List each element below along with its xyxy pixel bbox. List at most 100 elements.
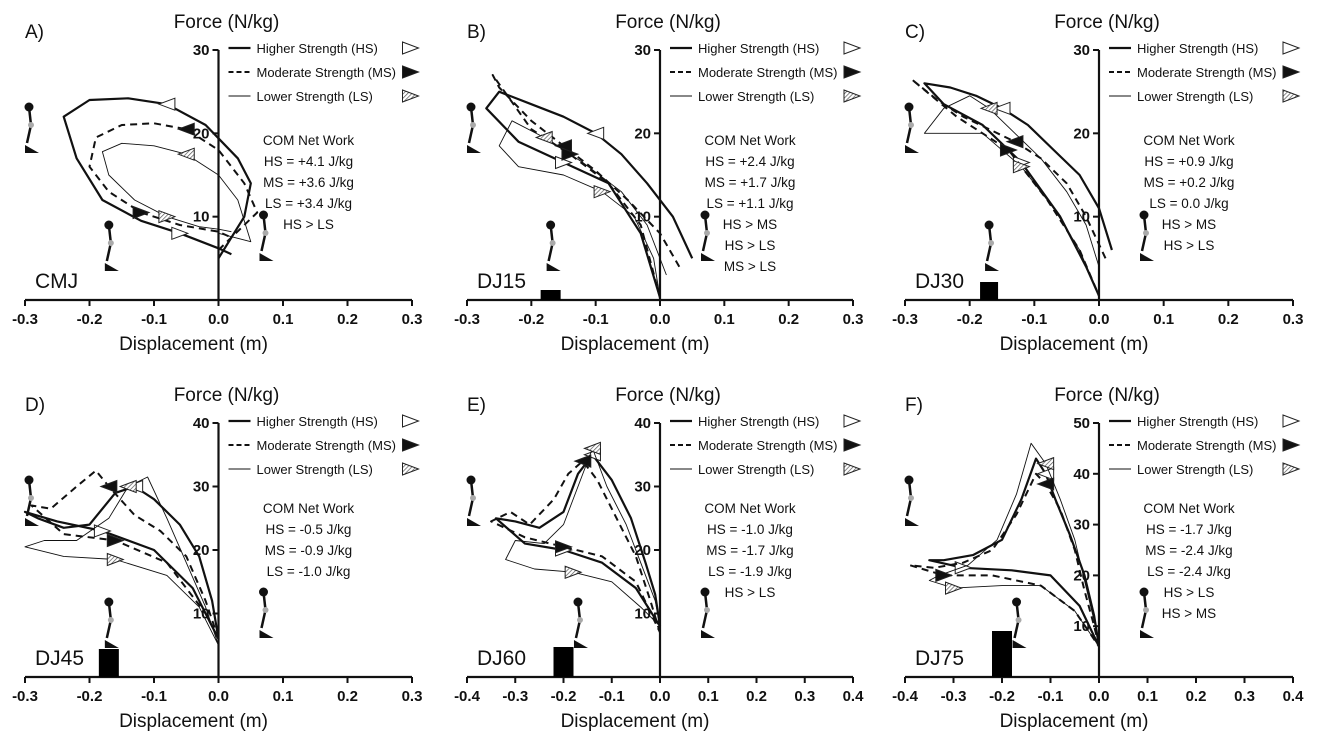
series-marker-ls — [979, 101, 998, 116]
y-tick-label: 20 — [193, 125, 210, 142]
work-line: LS = -2.4 J/kg — [1147, 564, 1231, 579]
legend-marker — [843, 41, 862, 55]
x-tick-label: -0.1 — [599, 688, 625, 705]
stick-figure-icon — [24, 475, 39, 526]
panel-b: -0.3 -0.2 -0.1 0.0 0.1 0.2 0.3 10 20 30 Force (N/k… — [454, 12, 863, 355]
series-marker-ls — [945, 581, 963, 595]
x-tick-label: -0.2 — [77, 688, 103, 705]
stick-figure-icon — [259, 210, 274, 261]
x-tick-label: 0.2 — [746, 688, 767, 705]
y-tick-label: 30 — [1073, 42, 1090, 59]
legend-entry: Lower Strength (LS) — [698, 89, 814, 104]
series-marker-ms — [1036, 477, 1055, 491]
work-line: LS = +1.1 J/kg — [706, 196, 793, 211]
platform-box — [553, 647, 574, 677]
x-tick-label: 0.4 — [843, 688, 865, 705]
series-line-hs — [23, 485, 220, 640]
series-marker-ms — [99, 479, 118, 494]
series-marker-hs — [171, 226, 190, 241]
x-axis-title: Displacement (m) — [1000, 711, 1149, 731]
x-axis-title: Displacement (m) — [561, 334, 710, 355]
trial-label: DJ75 — [915, 647, 964, 670]
legend-marker — [402, 65, 420, 79]
legend-entry: Moderate Strength (MS) — [698, 65, 837, 80]
panel-e: -0.4 -0.3 -0.2 -0.1 0.0 0.1 0.2 0.3 0.410203040F… — [454, 385, 864, 731]
work-line: HS > LS — [283, 217, 334, 232]
series-line-hs — [923, 82, 1113, 297]
y-axis-title: Force (N/kg) — [174, 385, 280, 406]
legend-marker — [402, 41, 420, 55]
series-line-ls — [923, 95, 1100, 296]
legend-entry: Moderate Strength (MS) — [257, 65, 396, 80]
stick-figure-icon — [700, 587, 715, 638]
platform-box — [980, 282, 999, 300]
y-tick-label: 30 — [634, 479, 651, 496]
x-tick-label: -0.4 — [892, 688, 919, 705]
series-marker-hs — [157, 97, 176, 111]
series-line-ls — [101, 142, 252, 243]
stick-figure-icon — [24, 102, 39, 153]
legend-marker — [1282, 89, 1301, 103]
x-tick-label: -0.2 — [957, 311, 983, 328]
x-tick-label: -0.1 — [1038, 688, 1064, 705]
trial-label: CMJ — [35, 270, 78, 293]
work-line: HS > LS — [1164, 585, 1215, 600]
y-tick-label: 10 — [1073, 618, 1090, 635]
stick-figure-icon — [1139, 210, 1154, 261]
x-tick-label: 0.0 — [1089, 311, 1110, 328]
legend-entry: Lower Strength (LS) — [698, 462, 814, 477]
x-tick-label: -0.2 — [551, 688, 577, 705]
x-tick-label: 0.1 — [714, 311, 735, 328]
x-tick-label: 0.0 — [650, 688, 671, 705]
stick-figure-icon — [1139, 587, 1154, 638]
trial-label: DJ30 — [915, 270, 964, 293]
x-tick-label: 0.4 — [1283, 688, 1305, 705]
series-marker-hs — [93, 524, 112, 538]
series-line-ms — [491, 74, 681, 298]
series-marker-ls — [534, 130, 553, 145]
legend-entry: Higher Strength (HS) — [1137, 41, 1258, 56]
y-axis-title: Force (N/kg) — [1054, 385, 1160, 406]
work-line: HS = -0.5 J/kg — [266, 522, 352, 537]
work-line: HS = +4.1 J/kg — [264, 154, 353, 169]
x-tick-label: 0.1 — [273, 688, 294, 705]
legend-entry: Moderate Strength (MS) — [1137, 65, 1276, 80]
legend-entry: Higher Strength (HS) — [698, 41, 819, 56]
series-line-ls — [24, 476, 219, 646]
x-tick-label: -0.1 — [1021, 311, 1047, 328]
y-tick-label: 10 — [193, 209, 210, 226]
x-tick-label: -0.2 — [989, 688, 1015, 705]
legend-marker — [1282, 414, 1301, 428]
work-line: HS = -1.7 J/kg — [1146, 522, 1232, 537]
legend-marker — [402, 438, 420, 452]
stick-figure-icon — [104, 597, 119, 648]
y-tick-label: 40 — [193, 415, 210, 432]
x-axis-title: Displacement (m) — [561, 711, 710, 731]
x-tick-label: -0.1 — [141, 311, 167, 328]
work-title: COM Net Work — [1143, 133, 1235, 148]
work-line: HS > LS — [1164, 238, 1215, 253]
work-line: MS = +3.6 J/kg — [263, 175, 354, 190]
series-line-ms — [490, 460, 661, 633]
x-tick-label: 0.0 — [208, 688, 229, 705]
legend-entry: Moderate Strength (MS) — [1137, 438, 1276, 453]
series-line-ls — [498, 120, 667, 298]
x-tick-label: 0.3 — [1234, 688, 1255, 705]
series-line-ls — [928, 442, 1100, 647]
legend-marker — [843, 414, 862, 428]
series-marker-ls — [176, 147, 195, 161]
x-tick-label: -0.3 — [454, 311, 480, 328]
work-line: HS > MS — [1162, 217, 1216, 232]
work-title: COM Net Work — [704, 133, 796, 148]
legend-marker — [843, 438, 862, 452]
x-tick-label: 0.2 — [337, 311, 358, 328]
x-tick-label: -0.1 — [141, 688, 167, 705]
work-title: COM Net Work — [263, 501, 355, 516]
series-marker-ls — [593, 184, 612, 199]
x-tick-label: 0.2 — [1218, 311, 1239, 328]
y-tick-label: 30 — [193, 479, 210, 496]
x-tick-label: -0.1 — [583, 311, 609, 328]
y-tick-label: 30 — [634, 42, 651, 59]
series-marker-hs — [1036, 467, 1055, 481]
